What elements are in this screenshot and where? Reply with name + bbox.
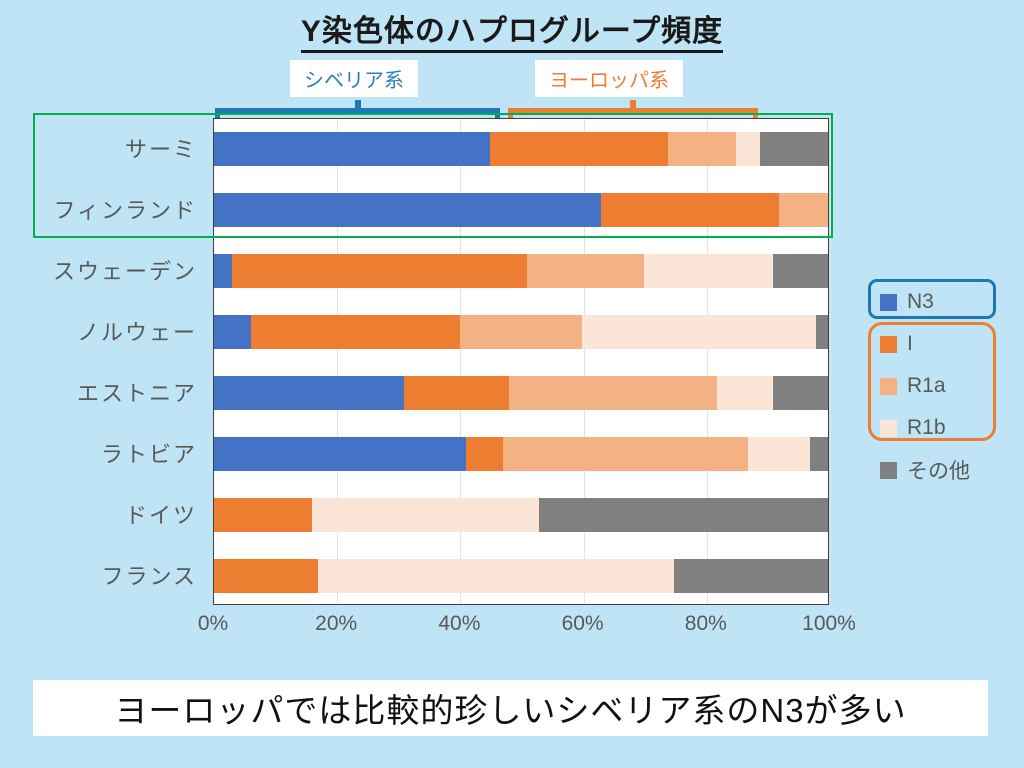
- bar-segment-i[interactable]: [214, 558, 319, 593]
- page-title: Y染色体のハプログループ頻度: [0, 6, 1024, 53]
- legend-label: R1b: [907, 416, 946, 439]
- bar-segment-r1a[interactable]: [778, 193, 828, 228]
- bar-segment-i[interactable]: [490, 132, 669, 167]
- legend-label: その他: [907, 460, 970, 483]
- bar-segment-n3[interactable]: [214, 193, 601, 228]
- group-label-siberia: シベリア系: [290, 60, 418, 97]
- x-axis-tick-label: 80%: [684, 612, 727, 635]
- bar-segment-r1b[interactable]: [312, 497, 540, 532]
- bar-segment-その他[interactable]: [772, 254, 829, 289]
- bar-row[interactable]: [214, 436, 829, 471]
- bar-segment-i[interactable]: [250, 315, 460, 350]
- bar-row[interactable]: [214, 315, 828, 350]
- chart-plot-area: [213, 118, 831, 605]
- bar-segment-r1a[interactable]: [459, 315, 583, 350]
- chart-legend: N3 I R1a R1b その他: [872, 281, 1012, 491]
- bar-segment-i[interactable]: [214, 497, 313, 532]
- y-axis-label: ノルウェー: [76, 320, 197, 346]
- bar-segment-r1a[interactable]: [508, 375, 718, 410]
- bracket-europe: [508, 100, 758, 122]
- chart-gridlines: [214, 119, 831, 604]
- legend-label: I: [907, 332, 913, 355]
- bar-segment-r1b[interactable]: [582, 315, 816, 350]
- page-title-text: Y染色体のハプログループ頻度: [300, 15, 724, 53]
- x-axis-tick-label: 0%: [197, 612, 229, 635]
- y-axis-label: ドイツ: [124, 502, 197, 528]
- legend-item-R1a[interactable]: R1a: [872, 365, 1012, 407]
- bar-segment-n3[interactable]: [214, 132, 491, 167]
- bar-segment-その他[interactable]: [772, 375, 829, 410]
- bracket-siberia-bar: [215, 108, 500, 113]
- legend-swatch-icon: [880, 335, 897, 353]
- bar-segment-i[interactable]: [404, 375, 509, 410]
- bar-segment-r1a[interactable]: [668, 132, 736, 167]
- bar-segment-n3[interactable]: [214, 315, 251, 350]
- legend-swatch-icon: [880, 293, 897, 311]
- bracket-europe-center-tick: [630, 100, 636, 109]
- bar-segment-その他[interactable]: [809, 436, 829, 471]
- x-axis-tick-label: 20%: [315, 612, 358, 635]
- x-axis-tick-label: 60%: [561, 612, 604, 635]
- legend-swatch-icon: [880, 461, 897, 479]
- bar-row[interactable]: [214, 375, 829, 410]
- gridline: [460, 119, 462, 604]
- legend-label: R1a: [907, 374, 946, 397]
- legend-item-I[interactable]: I: [872, 323, 1012, 365]
- group-label-europe: ヨーロッパ系: [535, 60, 683, 97]
- bar-segment-i[interactable]: [465, 436, 503, 471]
- bar-segment-i[interactable]: [600, 193, 779, 228]
- bar-segment-r1b[interactable]: [748, 436, 810, 471]
- gridline: [830, 119, 831, 604]
- x-axis-tick-label: 100%: [802, 612, 856, 635]
- y-axis-label: エストニア: [76, 380, 197, 406]
- y-axis-label: ラトビア: [100, 441, 197, 467]
- caption-banner: ヨーロッパでは比較的珍しいシベリア系のN3が多い: [33, 680, 988, 736]
- bar-segment-r1a[interactable]: [527, 254, 644, 289]
- x-axis-tick-label: 40%: [438, 612, 481, 635]
- y-axis-label: フランス: [101, 563, 197, 589]
- bar-row[interactable]: [214, 558, 828, 593]
- legend-label: N3: [907, 290, 934, 313]
- legend-item-その他[interactable]: その他: [872, 449, 1012, 491]
- y-axis-label: フィンランド: [53, 198, 197, 224]
- x-axis-labels: 0% 20% 40% 60% 80% 100%: [198, 612, 856, 646]
- bar-row[interactable]: [214, 497, 828, 532]
- bar-segment-その他[interactable]: [815, 315, 828, 350]
- caption-text: ヨーロッパでは比較的珍しいシベリア系のN3が多い: [114, 692, 907, 729]
- bar-segment-r1b[interactable]: [643, 254, 773, 289]
- bracket-europe-right-tick: [753, 108, 758, 122]
- bracket-siberia-left-tick: [215, 108, 220, 122]
- bar-segment-r1b[interactable]: [318, 558, 675, 593]
- y-axis-label: サーミ: [124, 137, 197, 163]
- legend-item-N3[interactable]: N3: [872, 281, 1012, 323]
- bracket-europe-left-tick: [508, 108, 513, 122]
- bar-segment-r1b[interactable]: [735, 132, 761, 167]
- gridline: [337, 119, 339, 604]
- y-axis-labels: サーミフィンランド スウェーデンノルウェーエストニアラトビアドイツフランス: [0, 118, 205, 605]
- bar-segment-n3[interactable]: [214, 375, 405, 410]
- bar-row[interactable]: [214, 132, 828, 167]
- legend-item-R1b[interactable]: R1b: [872, 407, 1012, 449]
- bar-segment-n3[interactable]: [214, 254, 233, 289]
- bar-segment-i[interactable]: [232, 254, 528, 289]
- legend-swatch-icon: [880, 419, 897, 437]
- gridline: [583, 119, 585, 604]
- bar-segment-r1b[interactable]: [717, 375, 773, 410]
- y-axis-label: スウェーデン: [52, 259, 197, 285]
- bracket-siberia-right-tick: [495, 108, 500, 122]
- bar-segment-その他[interactable]: [674, 558, 828, 593]
- bracket-europe-bar: [508, 108, 758, 113]
- bar-segment-その他[interactable]: [760, 132, 828, 167]
- bar-segment-n3[interactable]: [214, 436, 466, 471]
- bar-segment-r1a[interactable]: [502, 436, 749, 471]
- bracket-siberia-center-tick: [354, 100, 361, 109]
- chart-bars: [214, 119, 829, 604]
- bar-row[interactable]: [214, 193, 828, 228]
- gridline: [706, 119, 708, 604]
- bar-segment-その他[interactable]: [539, 497, 828, 532]
- bar-row[interactable]: [214, 254, 829, 289]
- bracket-siberia: [215, 100, 500, 122]
- legend-swatch-icon: [880, 377, 897, 395]
